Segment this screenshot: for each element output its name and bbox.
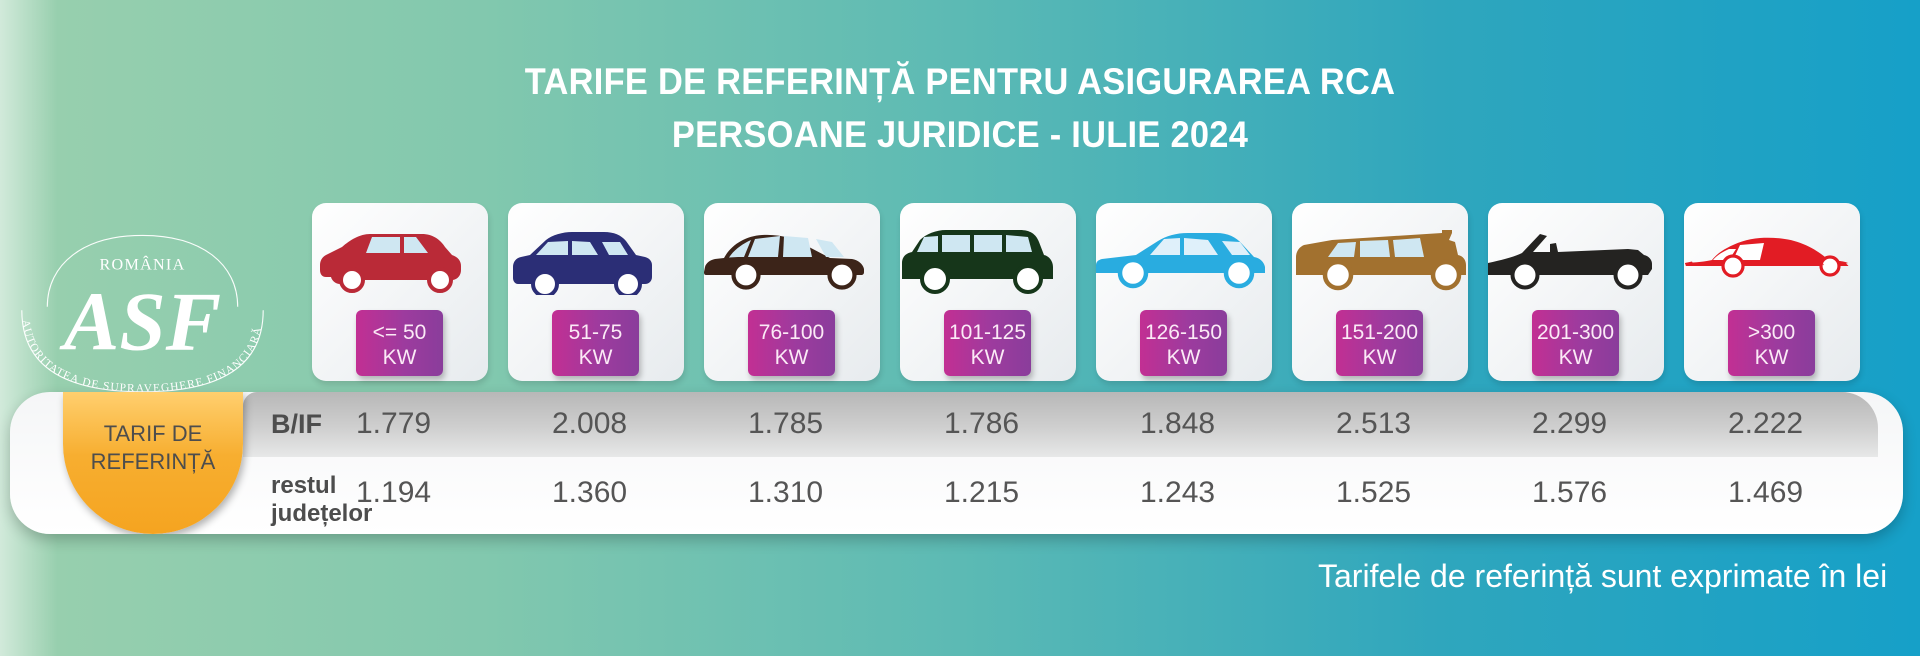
svg-text:ROMÂNIA: ROMÂNIA bbox=[99, 254, 185, 273]
svg-text:ASF: ASF bbox=[59, 276, 221, 368]
